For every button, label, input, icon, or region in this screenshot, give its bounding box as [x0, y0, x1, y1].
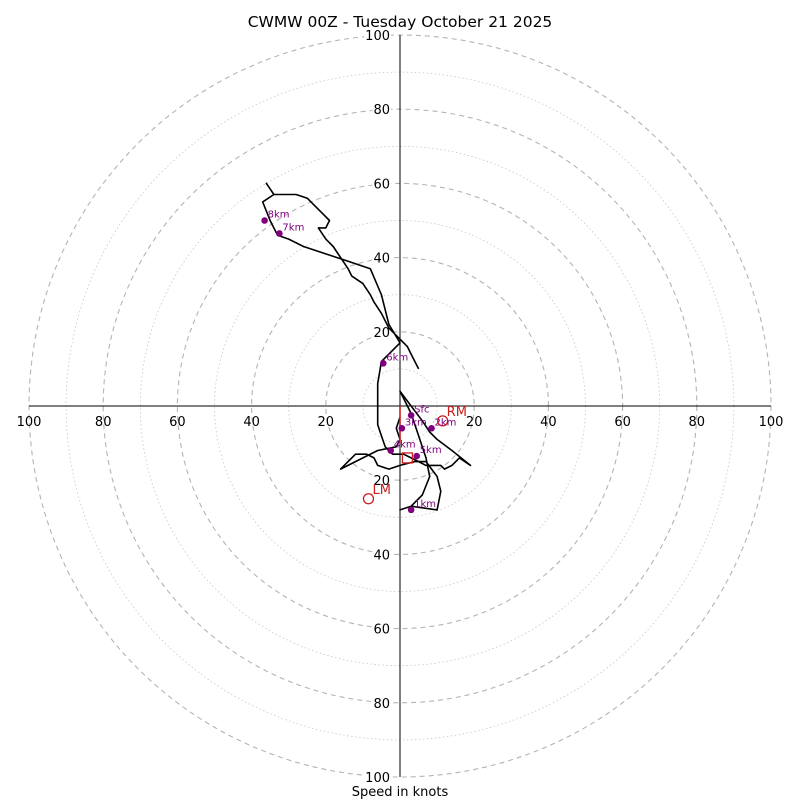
y-tick-label: 40	[373, 548, 390, 563]
tick-label-bg	[372, 103, 391, 119]
tick-label-bg	[364, 29, 391, 44]
y-tick-label: 60	[373, 623, 390, 638]
height-marker-dot	[428, 424, 435, 432]
height-marker-dot	[413, 452, 420, 460]
height-marker-label: 8km	[268, 210, 290, 221]
y-tick-label: 100	[365, 29, 390, 44]
y-tick-label: 80	[373, 697, 390, 712]
x-axis-label: Speed in knots	[352, 785, 449, 800]
tick-labels: 100 80 60 40 20 20 40 60 80 100 100 80 60 40 20 20 40 60 8…	[17, 29, 784, 786]
x-tick-label: 60	[614, 415, 631, 430]
height-marker-label: 5km	[420, 445, 442, 456]
tick-label-bg	[372, 622, 391, 638]
height-marker-dot	[407, 506, 415, 514]
storm-motion-marker	[362, 493, 375, 505]
storm-motion-marker	[437, 415, 449, 427]
x-tick-label: 20	[466, 415, 483, 430]
height-marker-label: 6km	[386, 352, 408, 363]
tick-label-bg	[372, 474, 391, 490]
x-tick-label: 20	[318, 415, 335, 430]
tick-label-bg	[372, 325, 391, 341]
mean-wind-marker	[401, 452, 414, 464]
height-marker-label: Sfc	[414, 404, 429, 415]
y-tick-label: 20	[373, 474, 390, 489]
y-tick-label: 80	[373, 103, 390, 118]
tick-label-bg	[372, 177, 391, 193]
storm-motion: RM LM	[362, 405, 467, 505]
wind-trace	[261, 182, 472, 511]
x-tick-label: 80	[95, 415, 112, 430]
x-tick-label: 80	[689, 415, 706, 430]
tick-label-bg	[372, 251, 391, 267]
tick-label-bg	[364, 771, 391, 786]
y-tick-label: 60	[373, 177, 390, 192]
y-tick-label: 20	[373, 326, 390, 341]
y-tick-label: 40	[373, 252, 390, 267]
y-tick-label: 100	[365, 771, 390, 786]
tick-label-bg	[372, 696, 391, 712]
x-tick-label: 40	[243, 415, 260, 430]
height-marker-dot	[276, 230, 283, 237]
storm-motion-label: LM	[372, 483, 390, 498]
x-tick-label: 100	[17, 415, 42, 430]
x-tick-label: 40	[540, 415, 557, 430]
x-tick-label: 100	[759, 415, 784, 430]
hodograph-trace	[261, 182, 472, 511]
height-marker-label: 3km	[405, 417, 427, 428]
height-marker-label: 7km	[282, 222, 304, 233]
height-marker-label: 2km	[435, 417, 457, 428]
height-marker-dot	[387, 447, 395, 454]
height-marker-dot	[407, 411, 415, 419]
height-marker-dot	[398, 424, 406, 432]
chart-title: CWMW 00Z - Tuesday October 21 2025	[248, 13, 553, 31]
height-marker-label: 1km	[414, 499, 436, 510]
tick-label-bg	[372, 548, 391, 564]
height-marker-label: 4km	[394, 440, 416, 451]
height-marker-dot	[261, 217, 268, 224]
x-tick-label: 60	[169, 415, 186, 430]
height-marker-dot	[380, 360, 387, 367]
storm-motion-label: RM	[447, 405, 467, 420]
